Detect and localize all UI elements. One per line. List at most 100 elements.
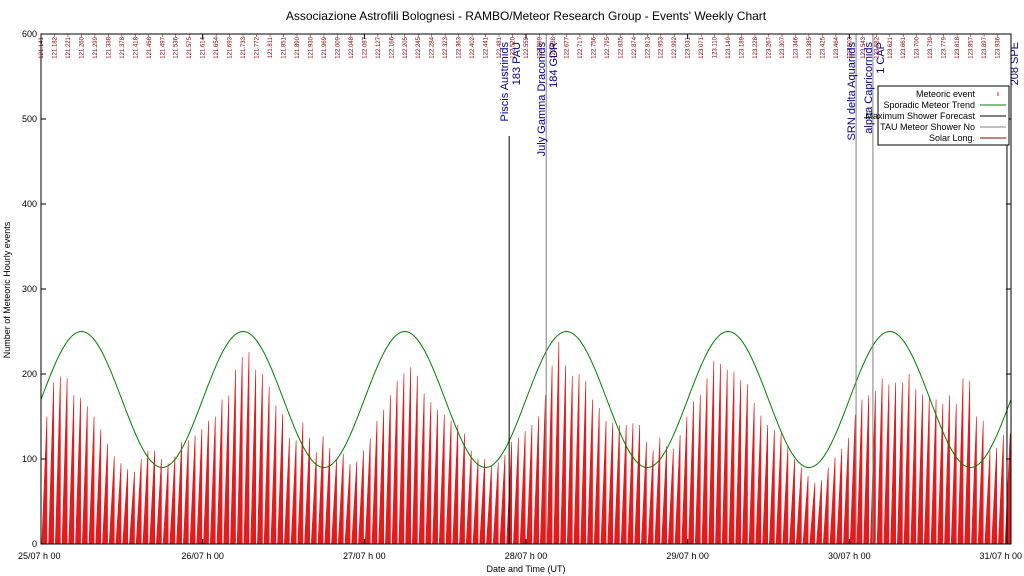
shower-code-label: 184 GDR [548,42,560,88]
solar-long-label: 122.638 [551,36,557,58]
meteor-bar [627,423,634,545]
x-tick-label: 31/07 h 00 [979,551,1022,561]
solar-long-label: 121.418 [133,36,139,58]
solar-long-label: 123.661 [901,36,907,58]
solar-long-label: 122.205 [403,36,409,58]
solar-long-label: 122.953 [659,36,665,58]
meteor-bar [809,482,816,545]
solar-long-label: 123.897 [982,36,988,58]
meteor-bar [526,424,533,545]
meteor-events-series [41,341,1011,545]
meteor-bar [61,378,68,545]
solar-long-label: 121.221 [66,36,72,58]
meteor-bar [317,436,324,545]
meteor-bar [998,435,1004,545]
meteor-bar [196,429,203,545]
meteor-bar [641,441,647,545]
y-tick-label: 600 [22,29,37,39]
meteor-bar [890,382,896,545]
shower-code-label: 1 CAP [875,42,887,74]
solar-long-label: 122.441 [484,36,490,58]
solar-long-label: 121.260 [79,36,85,58]
meteor-bar [930,399,937,545]
meteor-bar [620,424,627,545]
meteor-bar [856,399,863,545]
meteor-bar [230,369,236,545]
solar-long-label: 123.071 [699,36,705,58]
meteor-bar [667,448,674,545]
solar-long-label: 123.189 [740,36,746,58]
solar-long-label: 122.992 [672,36,678,58]
x-tick-label: 25/07 h 00 [18,551,61,561]
meteor-bar [829,457,836,545]
legend-entry: Solar Long. [929,133,975,143]
meteor-bar [41,416,48,545]
solar-long-label: 121.930 [308,36,314,58]
meteor-bar [209,416,216,545]
meteor-bar [539,395,546,545]
solar-long-label: 121.299 [93,36,99,58]
solar-long-label: 121.338 [106,36,112,58]
solar-long-label: 121.458 [147,36,153,58]
meteor-bar [452,424,459,545]
x-tick-label: 26/07 h 00 [181,551,224,561]
axes: 0 100 200 300 400 500 600 25/07 h 00 26/07 h 00 2… [18,29,1022,561]
meteor-bar [479,458,486,545]
shower-code-label: 183 PAU [511,42,523,85]
solar-longitude-labels: 121.141 121.182 121.221 121.260 121.299 121.3… [39,34,1002,59]
meteor-bar [378,409,385,545]
solar-long-label: 121.772 [255,36,261,58]
meteor-bar [755,415,762,545]
meteor-bar [607,422,614,545]
meteor-bar [499,454,506,545]
solar-long-label: 123.700 [915,36,921,58]
meteor-bar [182,440,189,545]
meteor-bar [674,435,681,545]
meteor-bar [257,373,263,545]
sporadic-trend-series [40,330,1012,469]
solar-long-label: 122.913 [645,36,651,58]
meteor-bar [903,373,910,545]
solar-long-label: 122.559 [524,36,530,58]
meteor-bar [917,394,923,545]
meteor-bar [48,382,54,545]
meteor-bar [701,378,708,545]
meteor-bar [513,437,519,545]
solar-long-label: 122.087 [362,36,368,58]
solar-long-label: 122.795 [605,36,611,58]
solar-long-label: 121.811 [268,36,274,58]
solar-long-label: 123.385 [807,36,813,58]
meteor-bar [54,376,61,545]
meteor-bar [411,375,418,545]
solar-long-label: 123.464 [834,36,840,58]
meteor-bar [944,395,950,545]
solar-long-label: 122.127 [376,36,382,58]
meteor-bar [88,416,95,545]
meteor-bar [364,438,371,545]
meteor-bar [984,450,991,545]
meteor-bar [472,458,479,545]
solar-long-label: 121.536 [174,36,180,58]
meteor-bar [816,480,822,545]
meteor-bar [438,414,445,545]
legend-entry: Meteoric event [916,89,976,99]
solar-long-label: 122.677 [564,36,570,58]
solar-long-label: 123.267 [767,36,773,58]
meteor-bar [1004,433,1011,545]
meteor-bar [486,465,492,545]
meteor-bar [270,405,277,545]
meteor-bar [425,402,432,545]
meteor-bar [156,458,162,545]
solar-long-label: 123.149 [726,36,732,58]
x-axis-label: Date and Time (UT) [486,564,565,574]
meteor-bar [688,401,694,545]
y-tick-label: 300 [22,284,37,294]
meteor-bar [580,380,587,545]
meteor-bar [459,433,465,545]
meteor-bar [418,393,425,545]
meteor-bar [694,395,701,545]
solar-long-label: 121.851 [282,36,288,58]
meteor-bar [876,378,883,545]
